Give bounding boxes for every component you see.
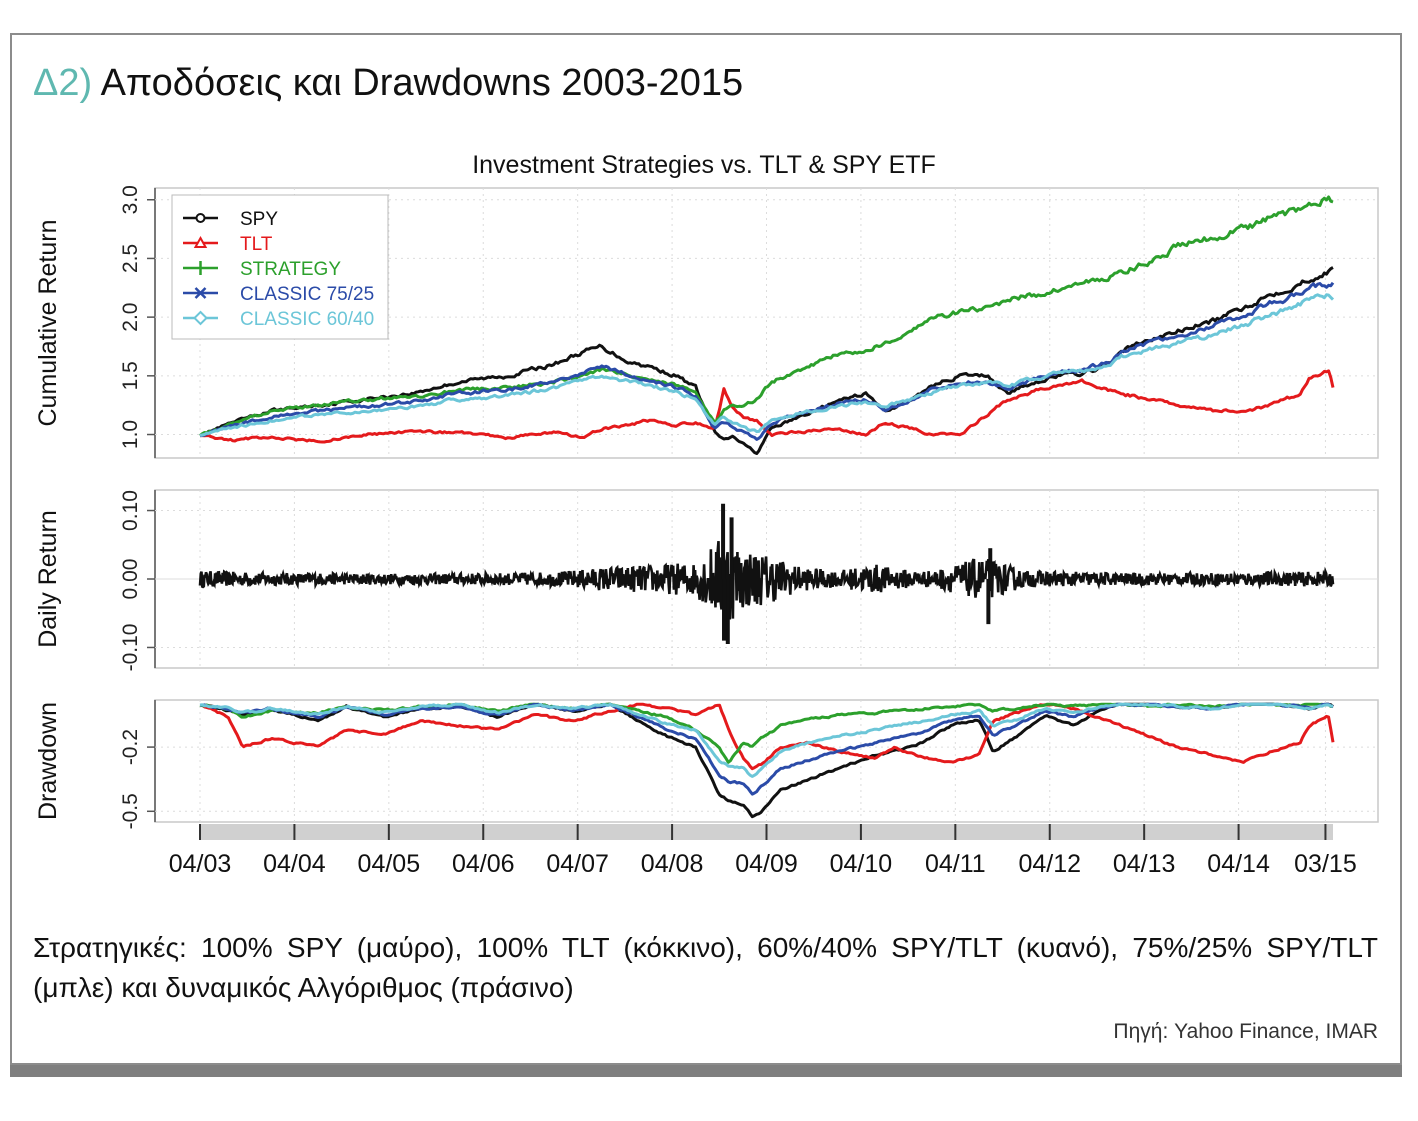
x-tick-label: 04/05 — [358, 850, 421, 878]
x-tick-label: 04/14 — [1207, 850, 1270, 878]
panel-daily: -0.10 0.00 0.10 Daily Return — [34, 489, 1379, 672]
legend-label: CLASSIC 60/40 — [240, 309, 374, 330]
series-line-classic-75-25 — [199, 281, 1335, 441]
series-line-classic-60-40 — [199, 293, 1335, 438]
series-line-classic-60-40 — [199, 702, 1334, 778]
y-tick-label: -0.10 — [119, 624, 142, 672]
legend-label: SPY — [240, 209, 278, 230]
x-tick-label: 04/09 — [735, 850, 798, 878]
x-tick-label: 04/11 — [925, 850, 986, 878]
series-line-strategy — [199, 195, 1334, 437]
x-axis: 04/03 04/04 04/05 04/06 04/07 04/08 04/09 04/10… — [169, 824, 1357, 878]
x-tick-label: 04/08 — [641, 850, 704, 878]
x-tick-label: 04/03 — [169, 850, 232, 878]
x-tick-label: 04/12 — [1018, 850, 1081, 878]
y-tick-label: 2.5 — [119, 244, 142, 273]
y-axis-label: Cumulative Return — [34, 219, 62, 426]
legend-label: TLT — [240, 234, 273, 255]
series-line-tlt — [200, 702, 1335, 771]
y-tick-label: 2.0 — [119, 303, 142, 332]
y-tick-label: 0.10 — [119, 490, 142, 531]
y-tick-label: 1.5 — [119, 361, 142, 390]
legend-marker-cross — [194, 287, 207, 299]
y-axis-label: Drawdown — [34, 702, 62, 820]
figure-caption: Στρατηγικές: 100% SPY (μαύρο), 100% TLT … — [33, 932, 1378, 1003]
y-tick-label: -0.2 — [119, 729, 142, 765]
x-tick-label: 04/10 — [830, 850, 893, 878]
legend-label: CLASSIC 75/25 — [240, 284, 374, 305]
y-tick-label: 1.0 — [119, 420, 142, 449]
series-line-daily-return — [198, 540, 1335, 620]
legend-marker-triangle — [193, 235, 208, 248]
legend-marker-circle — [195, 213, 206, 223]
chart: Investment Strategies vs. TLT & SPY ETF … — [34, 151, 1379, 878]
chart-panels: 1.0 1.5 2.0 2.5 3.0 Cumulative Return -0.10 0.0… — [34, 185, 1379, 878]
panel-cumulative: 1.0 1.5 2.0 2.5 3.0 Cumulative Return — [34, 185, 1379, 459]
chart-title: Investment Strategies vs. TLT & SPY ETF — [472, 151, 936, 179]
panel-drawdown: -0.5 -0.2 Drawdown — [34, 699, 1379, 829]
x-tick-label: 04/07 — [546, 850, 609, 878]
y-axis-label: Daily Return — [34, 510, 62, 648]
y-tick-label: -0.5 — [119, 793, 142, 829]
heading-text: Αποδόσεις και Drawdowns 2003-2015 — [100, 62, 744, 104]
x-tick-label: 04/04 — [263, 850, 326, 878]
legend-marker-diamond — [193, 310, 208, 326]
figure-bottom-bar — [10, 1065, 1402, 1077]
figure-source: Πηγή: Yahoo Finance, IMAR — [1113, 1020, 1378, 1043]
x-tick-label: 04/06 — [452, 850, 515, 878]
x-tick-label: 04/13 — [1113, 850, 1176, 878]
legend: SPY TLT STRATEGY CLASSIC 75/25 CLASSIC 60/40 — [171, 194, 389, 340]
legend-label: STRATEGY — [240, 259, 341, 280]
x-tick-label: 03/15 — [1294, 850, 1357, 878]
y-tick-label: 3.0 — [119, 185, 142, 214]
figure-heading: Δ2) Αποδόσεις και Drawdowns 2003-2015 — [33, 62, 743, 105]
y-tick-label: 0.00 — [119, 559, 142, 600]
heading-number: Δ2) — [33, 62, 93, 104]
